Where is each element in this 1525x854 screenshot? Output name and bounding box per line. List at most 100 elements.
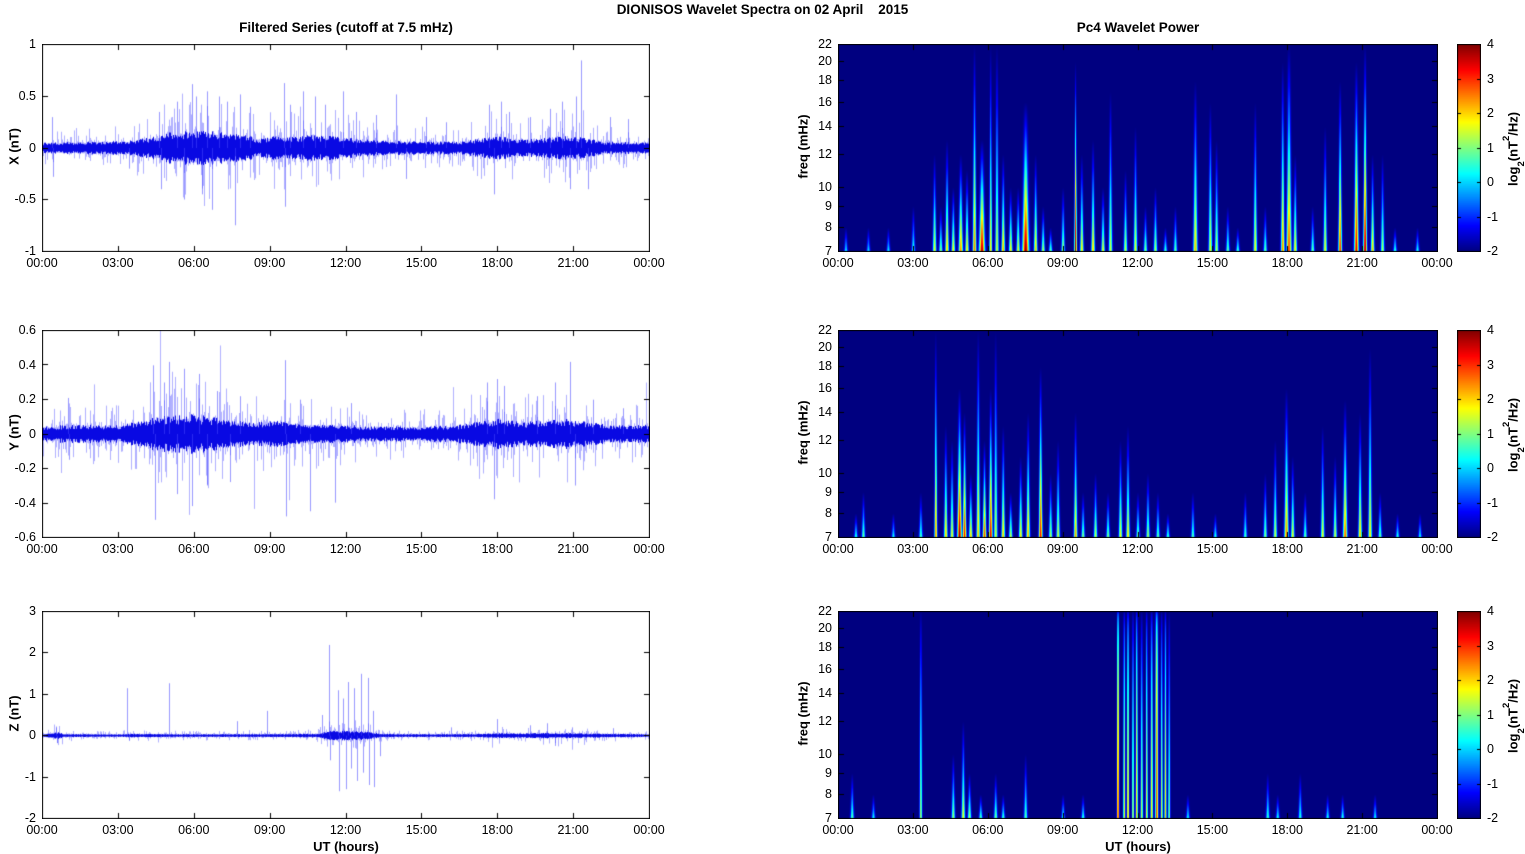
left-xaxis-label: UT (hours) (313, 839, 379, 854)
y-tick-label: 14 (818, 404, 832, 419)
x-tick-label: 12:00 (1121, 256, 1154, 270)
x-tick-label: 09:00 (1046, 542, 1079, 556)
x-tick-label: 21:00 (557, 256, 589, 270)
y-tick-label: 7 (825, 530, 832, 544)
x-tick-label: 15:00 (405, 823, 438, 837)
figure-suptitle: DIONISOS Wavelet Spectra on 02 April 201… (616, 2, 909, 17)
y-tick-label: 20 (818, 340, 832, 355)
z-wavelet-spectrogram (838, 611, 1438, 819)
y-tick-label: -0.5 (14, 192, 36, 207)
y-tick-label: 0.2 (18, 392, 36, 406)
x-tick-label: 09:00 (253, 256, 286, 270)
x-tick-label: 18:00 (481, 823, 513, 837)
y-tick-label: 20 (818, 621, 832, 636)
x-tick-label: 12:00 (329, 542, 362, 556)
x-tick-label: 15:00 (1196, 542, 1229, 556)
x-tick-label: 06:00 (972, 256, 1004, 270)
y-tick-label: 8 (825, 505, 832, 520)
colorbar-tick-label: 2 (1487, 673, 1494, 687)
colorbar-tick-label: 4 (1487, 37, 1494, 51)
x-tick-label: 12:00 (329, 823, 362, 837)
colorbar-tick-label: 4 (1487, 604, 1494, 618)
y-tick-label: 0 (29, 728, 36, 743)
x-tick-label: 09:00 (253, 823, 286, 837)
x-tick-label: 00:00 (1421, 823, 1453, 837)
x-tick-label: 00:00 (26, 823, 58, 837)
colorbar-tick-label: 1 (1487, 426, 1494, 441)
y-tick-label: 0.4 (18, 357, 36, 372)
colorbar-x-wavelet (1457, 44, 1481, 252)
y-tick-label: 8 (825, 219, 832, 234)
y-tick-label: 12 (818, 146, 832, 161)
x-tick-label: 06:00 (178, 256, 210, 270)
y-tick-label: 22 (818, 604, 832, 618)
y-tick-label: 14 (818, 685, 832, 700)
x-tick-label: 00:00 (822, 542, 854, 556)
x-tick-label: 21:00 (1346, 542, 1378, 556)
y-tick-label: 18 (818, 73, 832, 88)
colorbar-tick-label: 3 (1487, 71, 1494, 86)
colorbar-tick-label: -1 (1487, 495, 1499, 510)
y-tick-label: 9 (825, 484, 832, 499)
y-wavelet-spectrogram (838, 330, 1438, 538)
y-tick-label: 8 (825, 786, 832, 801)
colorbar-tick-label: 0 (1487, 175, 1494, 189)
x-tick-label: 00:00 (633, 542, 665, 556)
x-tick-label: 00:00 (633, 256, 665, 270)
x-tick-label: 15:00 (1196, 256, 1229, 270)
y-tick-label: 12 (818, 432, 832, 447)
y-tick-label: 22 (818, 323, 832, 337)
colorbar-tick-label: 2 (1487, 392, 1494, 406)
y-tick-label: 22 (818, 37, 832, 51)
y-tick-label: -2 (24, 811, 36, 825)
y-tick-label: 10 (818, 179, 832, 194)
y-tick-label: 1 (29, 686, 36, 701)
x-tick-label: 06:00 (178, 823, 210, 837)
x-tick-label: 18:00 (481, 256, 513, 270)
colorbar-tick-label: 4 (1487, 323, 1494, 337)
colorbar-tick-label: 3 (1487, 357, 1494, 372)
colorbar-tick-label: 0 (1487, 461, 1494, 475)
x-tick-label: 21:00 (557, 542, 589, 556)
colorbar-tick-label: 2 (1487, 106, 1494, 120)
x-tick-label: 03:00 (102, 256, 134, 270)
y-tick-label: 0.5 (18, 88, 36, 103)
y-tick-label: 10 (818, 465, 832, 480)
x-tick-label: 00:00 (26, 256, 58, 270)
x-series-plot (42, 44, 650, 252)
z-series-ylabel: Z (nT) (6, 695, 22, 732)
x-tick-label: 06:00 (972, 542, 1004, 556)
x-tick-label: 03:00 (102, 823, 134, 837)
right-xaxis-label: UT (hours) (1105, 839, 1171, 854)
y-tick-label: 7 (825, 244, 832, 258)
colorbar-tick-label: 0 (1487, 742, 1494, 756)
x-tick-label: 12:00 (329, 256, 362, 270)
y-tick-label: 1 (29, 37, 36, 51)
x-tick-label: 12:00 (1121, 542, 1154, 556)
left-column-title: Filtered Series (cutoff at 7.5 mHz) (239, 20, 453, 35)
y-tick-label: 9 (825, 198, 832, 213)
y-tick-label: -0.6 (14, 530, 36, 544)
x-tick-label: 12:00 (1121, 823, 1154, 837)
x-tick-label: 03:00 (897, 542, 929, 556)
x-tick-label: 06:00 (972, 823, 1004, 837)
y-tick-label: -0.2 (14, 461, 36, 475)
x-tick-label: 15:00 (405, 256, 438, 270)
colorbar-y-wavelet (1457, 330, 1481, 538)
y-tick-label: 16 (818, 661, 832, 676)
colorbar-tick-label: -1 (1487, 776, 1499, 791)
x-tick-label: 00:00 (1421, 256, 1453, 270)
colorbar-tick-label: -1 (1487, 209, 1499, 224)
y-tick-label: 18 (818, 640, 832, 655)
colorbar-z-wavelet (1457, 611, 1481, 819)
y-tick-label: 0 (29, 426, 36, 441)
colorbar-tick-label: 1 (1487, 140, 1494, 155)
x-tick-label: 21:00 (557, 823, 589, 837)
y-tick-label: 14 (818, 118, 832, 133)
x-tick-label: 03:00 (102, 542, 134, 556)
x-tick-label: 15:00 (1196, 823, 1229, 837)
x-tick-label: 18:00 (1271, 256, 1303, 270)
y-tick-label: 16 (818, 94, 832, 109)
y-tick-label: 12 (818, 713, 832, 728)
